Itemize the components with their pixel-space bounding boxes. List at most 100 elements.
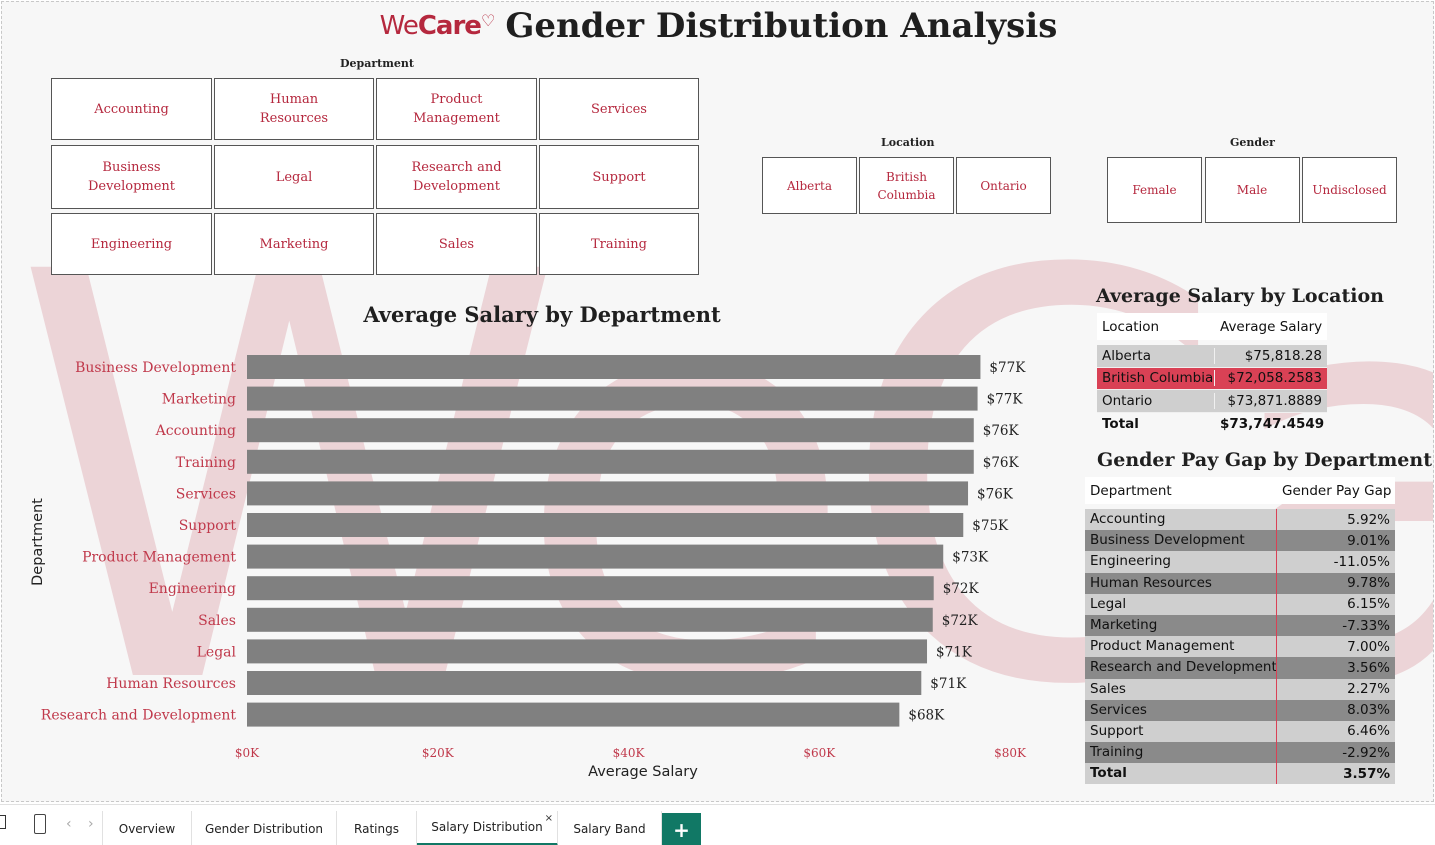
- x-tick-label: $60K: [803, 746, 836, 760]
- bar-business-development[interactable]: [247, 355, 981, 379]
- total-value: $73,747.4549: [1220, 415, 1325, 432]
- column-header-location[interactable]: Location: [1102, 318, 1160, 335]
- department-slicer-item-support[interactable]: Support: [539, 145, 699, 209]
- category-label: Legal: [197, 644, 237, 660]
- next-page-icon[interactable]: ›: [88, 816, 94, 832]
- location-slicer-item-alberta[interactable]: Alberta: [762, 157, 857, 214]
- bar-engineering[interactable]: [247, 576, 934, 601]
- table-row[interactable]: Business Development 9.01%: [1085, 530, 1395, 552]
- table-row[interactable]: Legal 6.15%: [1085, 593, 1395, 615]
- total-label: Total: [1085, 763, 1277, 785]
- table-row[interactable]: Training -2.92%: [1085, 742, 1395, 764]
- bar-accounting[interactable]: [247, 418, 974, 443]
- department-cell: Support: [1085, 720, 1277, 743]
- mobile-layout-icon[interactable]: [34, 814, 46, 834]
- department-slicer-item-services[interactable]: Services: [539, 78, 699, 140]
- column-header-average-salary[interactable]: Average Salary: [1220, 318, 1323, 335]
- table-row[interactable]: Accounting 5.92%: [1085, 509, 1395, 531]
- tab-ratings[interactable]: Ratings: [337, 811, 417, 845]
- category-label: Product Management: [82, 550, 236, 566]
- brand-care: Care: [417, 11, 482, 41]
- department-slicer-item-legal[interactable]: Legal: [214, 145, 374, 209]
- category-label: Human Resources: [106, 676, 236, 692]
- x-axis-title: Average Salary: [588, 764, 698, 780]
- bar-training[interactable]: [247, 449, 974, 474]
- page-title: Gender Distribution Analysis: [505, 6, 1058, 46]
- salary-cell: $75,818.28: [1244, 347, 1322, 364]
- paygap-cell: -2.92%: [1342, 744, 1390, 761]
- add-page-button[interactable]: +: [662, 813, 701, 845]
- data-label: $72K: [942, 613, 979, 629]
- gender-slicer-item-label: Female: [1132, 183, 1177, 197]
- bar-legal[interactable]: [247, 639, 928, 664]
- tab-label: Overview: [118, 821, 176, 836]
- bar-marketing[interactable]: [247, 386, 978, 411]
- gender-slicer-item-undisclosed[interactable]: Undisclosed: [1302, 157, 1397, 223]
- category-label: Services: [176, 486, 236, 502]
- department-slicer-item-accounting[interactable]: Accounting: [51, 78, 212, 140]
- x-tick-label: $0K: [235, 746, 260, 760]
- data-label: $77K: [989, 360, 1026, 376]
- bar-research-and-development[interactable]: [247, 702, 900, 727]
- page-view-icon[interactable]: [0, 815, 6, 829]
- department-slicer-item-label: Marketing: [259, 236, 329, 252]
- table-row[interactable]: Marketing -7.33%: [1085, 614, 1395, 637]
- table-row[interactable]: Human Resources 9.78%: [1085, 572, 1395, 594]
- department-slicer-item-human-resources[interactable]: Human Resources: [214, 78, 374, 140]
- department-slicer-item-research-and-development[interactable]: Research and Development: [376, 145, 537, 209]
- table-row[interactable]: Support 6.46%: [1085, 720, 1395, 743]
- department-slicer-item-label: Research and Development: [411, 160, 502, 194]
- gender-slicer-item-female[interactable]: Female: [1107, 157, 1202, 223]
- location-slicer-item-ontario[interactable]: Ontario: [956, 157, 1051, 214]
- department-slicer-item-label: Sales: [438, 236, 475, 252]
- bar-product-management[interactable]: [247, 544, 944, 569]
- paygap-cell: 3.56%: [1347, 659, 1390, 676]
- department-slicer-item-business-development[interactable]: Business Development: [51, 145, 212, 209]
- department-slicer-item-label: Support: [592, 169, 646, 185]
- bar-support[interactable]: [247, 513, 964, 537]
- page-header: WeCare♡ Gender Distribution Analysis: [2, 6, 1433, 48]
- total-value: 3.57%: [1343, 765, 1390, 782]
- table-row[interactable]: Sales 2.27%: [1085, 678, 1395, 700]
- table-row[interactable]: Engineering -11.05%: [1085, 551, 1395, 573]
- tab-overview[interactable]: Overview: [102, 811, 192, 845]
- department-slicer-item-product-management[interactable]: Product Management: [376, 78, 537, 140]
- brand-we: We: [379, 11, 419, 41]
- department-slicer-item-marketing[interactable]: Marketing: [214, 213, 374, 275]
- data-label: $68K: [908, 708, 945, 724]
- department-slicer-item-label: Training: [590, 236, 648, 252]
- tab-label: Salary Distribution: [431, 820, 543, 834]
- table-row[interactable]: Product Management 7.00%: [1085, 636, 1395, 658]
- location-cell: Ontario: [1097, 392, 1215, 409]
- data-label: $76K: [983, 423, 1020, 439]
- bar-human-resources[interactable]: [247, 671, 922, 695]
- prev-page-icon[interactable]: ‹: [66, 816, 72, 832]
- tab-salary-distribution[interactable]: Salary Distribution ×: [417, 811, 558, 845]
- tab-gender-distribution[interactable]: Gender Distribution: [192, 811, 337, 845]
- y-axis-title: Department: [30, 498, 46, 586]
- table-row[interactable]: Research and Development 3.56%: [1085, 657, 1395, 679]
- tab-label: Salary Band: [573, 821, 646, 836]
- department-slicer-item-label: Product Management: [413, 92, 500, 126]
- department-slicer-item-sales[interactable]: Sales: [376, 213, 537, 275]
- department-slicer-item-engineering[interactable]: Engineering: [51, 213, 212, 275]
- department-slicer-item-training[interactable]: Training: [539, 213, 699, 275]
- table-row[interactable]: Ontario $73,871.8889: [1097, 390, 1327, 413]
- tab-salary-band[interactable]: Salary Band: [558, 811, 662, 845]
- paygap-cell: 2.27%: [1347, 681, 1390, 698]
- column-header-department[interactable]: Department: [1090, 482, 1172, 499]
- bar-sales[interactable]: [247, 607, 933, 632]
- bar-services[interactable]: [247, 481, 969, 506]
- close-icon[interactable]: ×: [544, 813, 553, 824]
- category-label: Research and Development: [41, 708, 237, 724]
- table-row[interactable]: Alberta $75,818.28: [1097, 345, 1327, 368]
- department-slicer-item-label: Human Resources: [259, 92, 329, 126]
- table-row[interactable]: Services 8.03%: [1085, 699, 1395, 721]
- column-header-gender-pay-gap[interactable]: Gender Pay Gap: [1282, 482, 1392, 499]
- location-slicer-item-british-columbia[interactable]: British Columbia: [859, 157, 954, 214]
- table-row[interactable]: British Columbia $72,058.2583: [1097, 367, 1327, 390]
- department-cell: Product Management: [1085, 636, 1277, 658]
- gender-slicer-item-male[interactable]: Male: [1204, 157, 1300, 223]
- total-row: Total 3.57%: [1085, 763, 1395, 785]
- location-cell: British Columbia: [1097, 370, 1215, 387]
